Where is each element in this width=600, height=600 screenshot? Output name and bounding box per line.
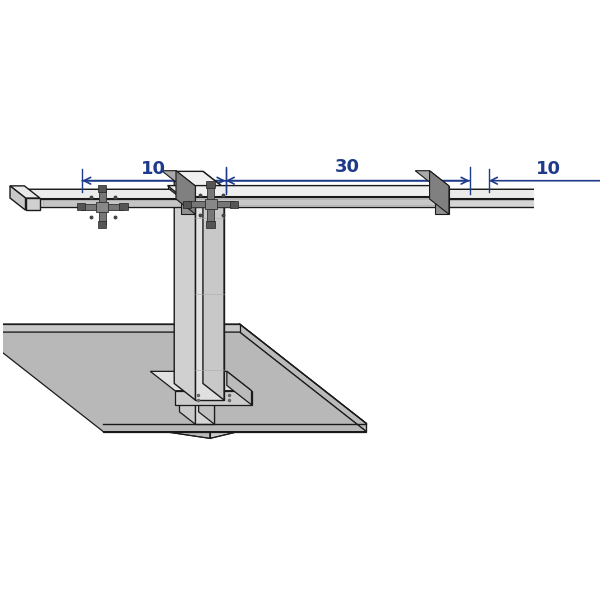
- Polygon shape: [0, 324, 239, 332]
- Polygon shape: [431, 185, 445, 207]
- Polygon shape: [594, 202, 600, 212]
- Polygon shape: [167, 185, 445, 197]
- Polygon shape: [207, 209, 214, 224]
- Polygon shape: [227, 371, 251, 405]
- Polygon shape: [174, 172, 224, 188]
- Polygon shape: [217, 201, 234, 208]
- Text: 10: 10: [536, 160, 561, 178]
- Polygon shape: [10, 186, 26, 210]
- Polygon shape: [76, 385, 113, 424]
- Polygon shape: [560, 186, 576, 210]
- Polygon shape: [205, 199, 217, 209]
- Polygon shape: [167, 185, 431, 196]
- Polygon shape: [445, 199, 560, 207]
- Polygon shape: [181, 186, 196, 214]
- Polygon shape: [98, 221, 106, 228]
- Polygon shape: [43, 200, 179, 206]
- Polygon shape: [113, 414, 210, 439]
- Polygon shape: [174, 172, 196, 400]
- Text: 10: 10: [142, 160, 166, 178]
- Polygon shape: [239, 324, 367, 431]
- Polygon shape: [26, 189, 182, 199]
- Polygon shape: [199, 281, 214, 424]
- Polygon shape: [434, 186, 449, 214]
- Polygon shape: [119, 203, 128, 210]
- Polygon shape: [161, 171, 196, 186]
- Polygon shape: [26, 189, 38, 207]
- Polygon shape: [183, 201, 191, 208]
- Polygon shape: [0, 332, 367, 431]
- Polygon shape: [203, 172, 224, 400]
- Polygon shape: [182, 197, 445, 207]
- Polygon shape: [136, 371, 233, 395]
- Text: 30: 30: [335, 158, 360, 176]
- Polygon shape: [596, 221, 600, 228]
- Polygon shape: [76, 371, 271, 428]
- Polygon shape: [206, 181, 215, 188]
- Polygon shape: [596, 185, 600, 193]
- Polygon shape: [175, 391, 251, 405]
- Polygon shape: [179, 281, 214, 293]
- Polygon shape: [81, 203, 97, 209]
- Polygon shape: [98, 185, 106, 193]
- Polygon shape: [176, 171, 196, 214]
- Polygon shape: [575, 203, 583, 210]
- Polygon shape: [179, 281, 196, 424]
- Polygon shape: [0, 324, 367, 424]
- Polygon shape: [562, 198, 576, 210]
- Polygon shape: [187, 199, 440, 205]
- Polygon shape: [415, 171, 449, 186]
- Polygon shape: [210, 414, 271, 439]
- Polygon shape: [99, 212, 106, 224]
- Polygon shape: [596, 189, 600, 202]
- Polygon shape: [596, 212, 600, 224]
- Polygon shape: [546, 186, 576, 198]
- Polygon shape: [196, 293, 214, 424]
- Polygon shape: [38, 199, 182, 207]
- Polygon shape: [150, 371, 251, 391]
- Polygon shape: [108, 203, 124, 209]
- Polygon shape: [99, 189, 106, 202]
- Polygon shape: [207, 184, 214, 199]
- Polygon shape: [187, 201, 205, 208]
- Polygon shape: [26, 198, 40, 210]
- Polygon shape: [548, 189, 560, 207]
- Polygon shape: [579, 203, 594, 209]
- Polygon shape: [196, 188, 224, 400]
- Polygon shape: [233, 385, 271, 424]
- Polygon shape: [433, 189, 548, 197]
- Polygon shape: [433, 189, 560, 199]
- Polygon shape: [97, 202, 108, 212]
- Polygon shape: [26, 189, 170, 197]
- Polygon shape: [230, 201, 238, 208]
- Polygon shape: [103, 424, 367, 431]
- Polygon shape: [76, 371, 136, 395]
- Polygon shape: [10, 186, 40, 198]
- Polygon shape: [430, 171, 449, 214]
- Polygon shape: [77, 203, 85, 210]
- Polygon shape: [206, 221, 215, 228]
